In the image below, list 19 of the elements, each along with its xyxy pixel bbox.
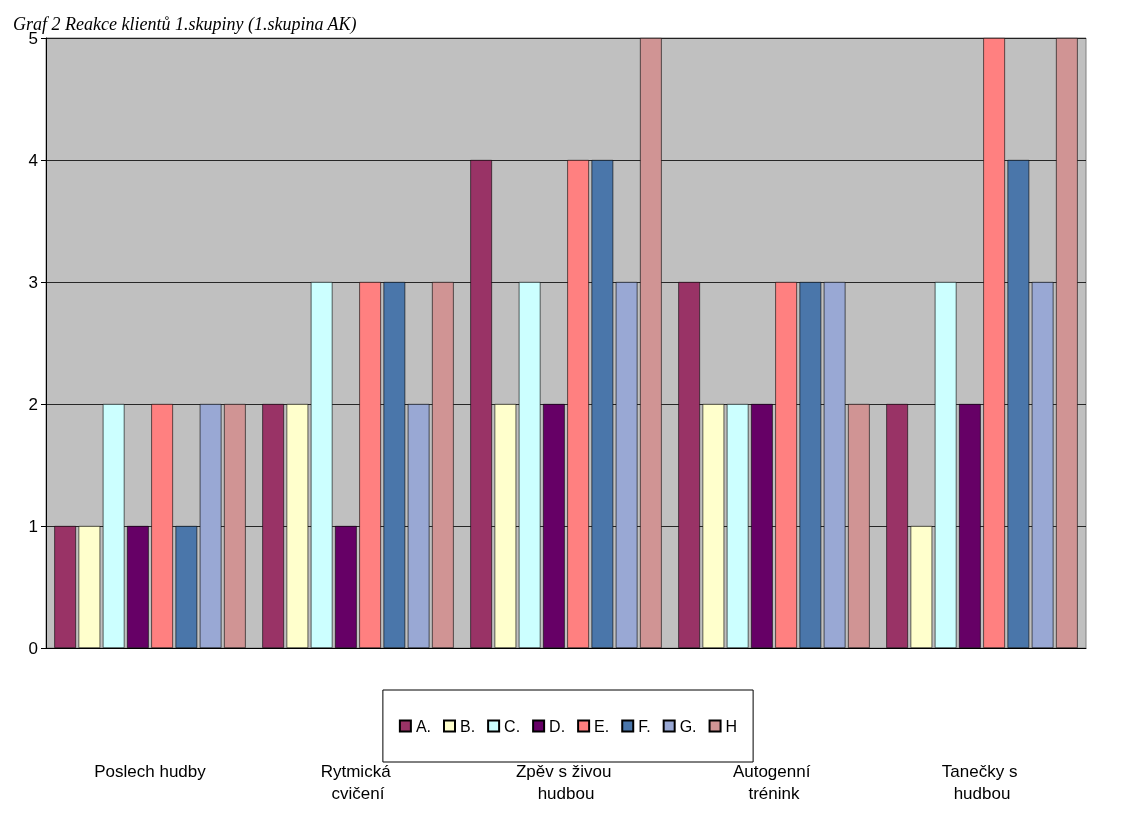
x-tick-label: Rytmická cvičení <box>320 761 396 803</box>
y-tick-label: 3 <box>28 272 38 292</box>
legend-label: D. <box>549 717 566 735</box>
legend-label: C. <box>504 717 521 735</box>
y-tick-label: 1 <box>28 516 38 536</box>
legend-label: F. <box>638 717 651 735</box>
legend-label: B. <box>460 717 476 735</box>
x-tick-label: Tanečky s hudbou <box>941 761 1023 803</box>
x-tick-label: Poslech hudby <box>94 761 207 781</box>
legend-label: A. <box>415 717 431 735</box>
legend-label: E. <box>594 717 610 735</box>
x-tick-label: Zpěv s živou hudbou <box>515 761 617 803</box>
y-tick-label: 2 <box>28 394 38 414</box>
y-tick-label: 0 <box>28 638 38 658</box>
y-tick-label: 4 <box>28 150 38 170</box>
legend-label: H <box>725 717 738 735</box>
legend-label: G. <box>679 717 697 735</box>
x-tick-label: Autogenní trénink <box>732 761 816 803</box>
chart-title: Graf 2 Reakce klientů 1.skupiny (1.skupina AK) <box>13 14 357 35</box>
